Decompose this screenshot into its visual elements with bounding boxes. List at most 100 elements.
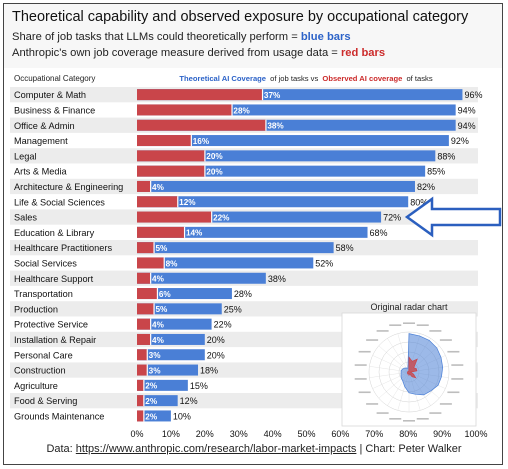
blue-bar	[137, 379, 188, 391]
red-bar-label: 37%	[264, 91, 281, 100]
category-label: Healthcare Practitioners	[14, 243, 112, 253]
red-bar-edge	[143, 410, 145, 422]
blue-bar-label: 12%	[180, 396, 198, 406]
red-bar-edge	[150, 180, 152, 192]
red-bar-label: 16%	[193, 137, 210, 146]
red-bar-edge	[177, 196, 179, 208]
blue-bar	[137, 395, 178, 407]
red-bar-label: 22%	[213, 213, 230, 222]
category-label: Education & Library	[14, 228, 95, 238]
blue-bar	[137, 135, 449, 147]
radar-label-placeholder	[376, 412, 389, 414]
red-bar	[137, 242, 154, 254]
bars: 96% 37% 94% 28% 94% 38% 92% 16% 88% 20% 85% 20% 82% 4…	[137, 89, 482, 422]
blue-bar-label: 38%	[268, 274, 286, 284]
radar-label-placeholder	[429, 412, 442, 414]
blue-bar	[137, 303, 222, 315]
red-bar-edge	[261, 89, 264, 101]
blue-bar	[137, 318, 212, 330]
radar-label-placeholder	[403, 322, 415, 324]
red-bar	[137, 288, 158, 300]
red-bar-edge	[146, 349, 148, 361]
footer-suffix: | Chart: Peter Walker	[356, 443, 462, 455]
blue-bar	[137, 364, 199, 376]
x-tick-label: 70%	[365, 429, 383, 439]
subtitle-blue-text: Share of job tasks that LLMs could theor…	[12, 31, 301, 43]
red-bar-label: 4%	[152, 275, 165, 284]
legend-line: Theoretical AI Coverage of job tasks vs …	[179, 74, 432, 83]
radar-label-placeholder	[451, 378, 464, 380]
red-bar-label: 12%	[179, 198, 196, 207]
red-bar-edge	[156, 288, 159, 300]
blue-bar-label: 22%	[214, 320, 232, 330]
category-label: Legal	[14, 151, 36, 161]
chart-title: Theoretical capability and observed expo…	[12, 9, 469, 25]
red-bar-label: 3%	[149, 366, 162, 375]
blue-bar-label: 18%	[200, 366, 218, 376]
red-bar	[137, 180, 151, 192]
radar-label-placeholder	[354, 364, 367, 366]
category-label: Office & Admin	[14, 121, 75, 131]
radar-blue-area	[400, 333, 444, 396]
radar-label-placeholder	[358, 391, 371, 394]
radar-label-placeholder	[451, 364, 464, 366]
category-label: Personal Care	[14, 350, 73, 360]
blue-bar-label: 25%	[224, 304, 242, 314]
blue-bar	[137, 89, 463, 101]
legend-red-label: Observed AI coverage	[322, 74, 402, 83]
red-bar-edge	[153, 242, 155, 254]
category-label: Production	[14, 304, 58, 314]
blue-bar	[137, 150, 436, 162]
subtitle-blue-keyword: blue bars	[300, 31, 351, 43]
blue-bar-label: 10%	[173, 411, 191, 421]
category-label: Healthcare Support	[14, 274, 94, 284]
x-tick-label: 100%	[464, 429, 487, 439]
red-bar-edge	[183, 226, 186, 238]
blue-bar	[137, 180, 415, 192]
radar-label-placeholder	[447, 391, 460, 394]
blue-bar-label: 20%	[207, 350, 225, 360]
red-bar-label: 38%	[267, 122, 284, 131]
blue-bar-label: 68%	[370, 228, 388, 238]
category-label: Installation & Repair	[14, 335, 96, 345]
x-tick-label: 40%	[264, 429, 282, 439]
category-label: Social Services	[14, 258, 77, 268]
radar-inset: Original radar chart	[341, 302, 477, 427]
red-bar-label: 28%	[233, 106, 250, 115]
red-bar-edge	[190, 135, 192, 147]
radar-spoke	[378, 345, 410, 373]
red-bar-edge	[211, 211, 213, 223]
footer-prefix: Data:	[46, 443, 76, 455]
red-bar	[137, 349, 148, 361]
category-label: Transportation	[14, 289, 73, 299]
x-tick-label: 10%	[162, 429, 180, 439]
red-bar-label: 5%	[155, 305, 168, 314]
red-bar-label: 4%	[152, 320, 165, 329]
category-label: Construction	[14, 366, 66, 376]
radar-label-placeholder	[376, 330, 389, 332]
radar-label-placeholder	[366, 339, 379, 341]
x-tick-label: 90%	[433, 429, 451, 439]
subtitle-blue: Share of job tasks that LLMs could theor…	[12, 31, 351, 43]
annotation-arrow	[404, 196, 502, 238]
source-link[interactable]: https://www.anthropic.com/research/labor…	[75, 443, 357, 455]
footer: Data: https://www.anthropic.com/research…	[0, 443, 508, 455]
category-label: Computer & Math	[14, 90, 86, 100]
subtitle-red: Anthropic's own job coverage measure der…	[12, 47, 385, 59]
radar-label-placeholder	[389, 418, 402, 420]
x-tick-label: 50%	[297, 429, 315, 439]
x-axis-ticks: 0% 10% 20% 30% 40% 50% 60% 70% 80% 90% 100%	[130, 429, 487, 439]
red-bar	[137, 104, 232, 116]
blue-bar-label: 72%	[383, 213, 401, 223]
blue-bar-label: 28%	[234, 289, 252, 299]
radar-label-placeholder	[366, 403, 379, 405]
red-bar-edge	[143, 395, 145, 407]
x-tick-label: 30%	[230, 429, 248, 439]
red-bar-edge	[146, 364, 148, 376]
x-tick-label: 80%	[399, 429, 417, 439]
inset-title: Original radar chart	[370, 302, 448, 312]
red-bar-label: 6%	[159, 290, 172, 299]
x-tick-label: 0%	[130, 429, 143, 439]
red-bar	[137, 165, 205, 177]
